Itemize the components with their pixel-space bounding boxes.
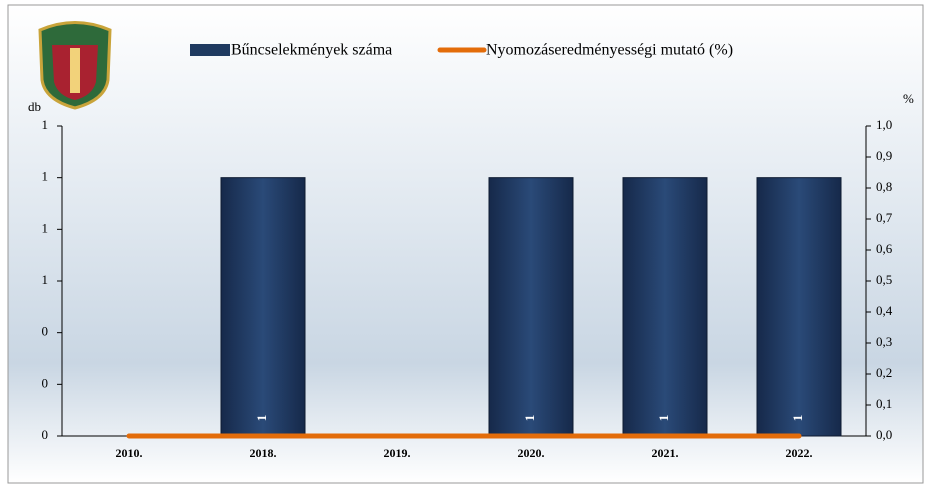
- x-tick-label: 2018.: [250, 446, 277, 460]
- x-tick-label: 2019.: [384, 446, 411, 460]
- data-label: 1: [790, 415, 805, 422]
- bar: [757, 178, 841, 436]
- y2-tick-label: 0,2: [876, 365, 892, 380]
- police-logo: [40, 23, 110, 109]
- x-tick-label: 2022.: [786, 446, 813, 460]
- legend-label: Nyomozáseredményességi mutató (%): [486, 42, 733, 59]
- data-label: 1: [254, 415, 269, 422]
- data-label: 1: [522, 415, 537, 422]
- y-tick-label: 1: [42, 220, 49, 235]
- y-tick-label: 0: [42, 427, 49, 442]
- y-tick-label: 1: [42, 117, 49, 132]
- x-tick-label: 2021.: [652, 446, 679, 460]
- y2-tick-label: 0,4: [876, 303, 893, 318]
- y-axis-label: db: [28, 99, 41, 114]
- y2-tick-label: 0,3: [876, 334, 892, 349]
- bar: [221, 178, 305, 436]
- x-tick-label: 2010.: [116, 446, 143, 460]
- bar: [623, 178, 707, 436]
- data-label: 1: [656, 415, 671, 422]
- y2-tick-label: 0,1: [876, 396, 892, 411]
- chart: db % 0 0 0 1 1 1 1 0,0 0,1 0,2 0,3 0,4 0,5 0,6 0,7 0,8 0…: [0, 0, 926, 485]
- y2-tick-label: 0,8: [876, 179, 892, 194]
- y2-tick-label: 0,7: [876, 210, 893, 225]
- y2-tick-label: 0,9: [876, 148, 892, 163]
- x-tick-label: 2020.: [518, 446, 545, 460]
- y2-tick-label: 1,0: [876, 117, 892, 132]
- y2-tick-label: 0,6: [876, 241, 893, 256]
- legend-label: Bűncselekmények száma: [231, 42, 392, 59]
- y-tick-label: 0: [42, 324, 49, 339]
- y2-tick-label: 0,0: [876, 427, 892, 442]
- y2-axis-label: %: [903, 91, 914, 106]
- y-tick-label: 1: [42, 272, 49, 287]
- y-tick-label: 0: [42, 375, 49, 390]
- y-tick-label: 1: [42, 169, 49, 184]
- y2-tick-label: 0,5: [876, 272, 892, 287]
- legend-swatch: [190, 44, 230, 56]
- bar: [489, 178, 573, 436]
